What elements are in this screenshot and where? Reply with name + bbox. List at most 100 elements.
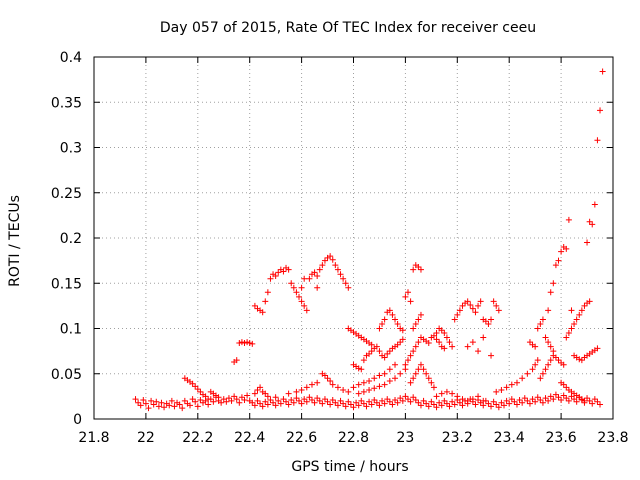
x-tick-label: 22.6 (286, 430, 317, 446)
data-point (552, 262, 559, 269)
data-point (534, 394, 541, 401)
data-point (251, 390, 258, 397)
data-point (599, 68, 606, 75)
x-tick-label: 22.8 (338, 430, 369, 446)
data-point (254, 387, 261, 394)
data-point (539, 316, 546, 323)
data-point (594, 345, 601, 352)
data-point (350, 384, 357, 391)
data-point (321, 372, 328, 379)
data-point (311, 399, 318, 406)
data-point (371, 396, 378, 403)
data-point (493, 388, 500, 395)
data-point (529, 366, 536, 373)
data-point (301, 396, 308, 403)
data-point (345, 284, 352, 291)
data-point (368, 401, 375, 408)
y-tick-label: 0.25 (51, 186, 82, 202)
data-point (166, 402, 173, 409)
data-point (381, 316, 388, 323)
data-point (225, 395, 232, 402)
data-point (319, 262, 326, 269)
data-point (345, 388, 352, 395)
data-point (205, 396, 212, 403)
data-point (545, 339, 552, 346)
data-point (477, 298, 484, 305)
data-point (397, 370, 404, 377)
data-point (272, 394, 279, 401)
data-point (417, 402, 424, 409)
data-point (392, 396, 399, 403)
data-point (537, 375, 544, 382)
data-point (578, 357, 585, 364)
data-point (537, 320, 544, 327)
data-point (594, 398, 601, 405)
data-point (534, 357, 541, 364)
data-point (404, 396, 411, 403)
data-point (389, 401, 396, 408)
data-point (436, 399, 443, 406)
data-point (384, 396, 391, 403)
data-point (480, 334, 487, 341)
data-point (314, 273, 321, 280)
data-point (415, 399, 422, 406)
data-point (511, 398, 518, 405)
data-point (342, 403, 349, 410)
data-point (433, 336, 440, 343)
data-point (148, 397, 155, 404)
data-point (532, 398, 539, 405)
data-point (306, 394, 313, 401)
data-point (145, 405, 152, 412)
data-point (539, 399, 546, 406)
data-point (547, 393, 554, 400)
data-point (490, 398, 497, 405)
data-point (490, 298, 497, 305)
data-point (597, 401, 604, 408)
data-point (327, 253, 334, 260)
data-point (296, 293, 303, 300)
data-point (565, 330, 572, 337)
data-point (464, 397, 471, 404)
data-point (410, 325, 417, 332)
data-point (584, 395, 591, 402)
data-point (573, 398, 580, 405)
data-point (480, 397, 487, 404)
x-tick-label: 23.2 (442, 430, 473, 446)
data-point (288, 396, 295, 403)
axis-ticks: 21.8 22 22.2 22.4 22.6 22.8 23 23.2 23.4 23.6 23.8… (51, 50, 629, 446)
data-point (576, 311, 583, 318)
data-point (249, 340, 256, 347)
data-point (202, 393, 209, 400)
data-point (376, 325, 383, 332)
data-point (337, 397, 344, 404)
data-point (194, 386, 201, 393)
data-point (399, 397, 406, 404)
data-point (438, 402, 445, 409)
data-point (275, 269, 282, 276)
data-point (270, 399, 277, 406)
data-point (519, 399, 526, 406)
data-point (257, 400, 264, 407)
data-point (563, 245, 570, 252)
data-point (407, 398, 414, 405)
data-point (329, 381, 336, 388)
data-point (558, 396, 565, 403)
data-point (443, 400, 450, 407)
data-point (560, 361, 567, 368)
data-point (576, 356, 583, 363)
data-point (454, 393, 461, 400)
data-point (456, 307, 463, 314)
data-point (218, 399, 225, 406)
data-point (321, 257, 328, 264)
data-point (368, 348, 375, 355)
data-point (187, 402, 194, 409)
data-point (521, 395, 528, 402)
data-point (327, 401, 334, 408)
data-point (386, 398, 393, 405)
data-point (488, 316, 495, 323)
data-point (262, 398, 269, 405)
data-point (506, 400, 513, 407)
data-point (568, 307, 575, 314)
data-point (472, 309, 479, 316)
data-point (283, 398, 290, 405)
